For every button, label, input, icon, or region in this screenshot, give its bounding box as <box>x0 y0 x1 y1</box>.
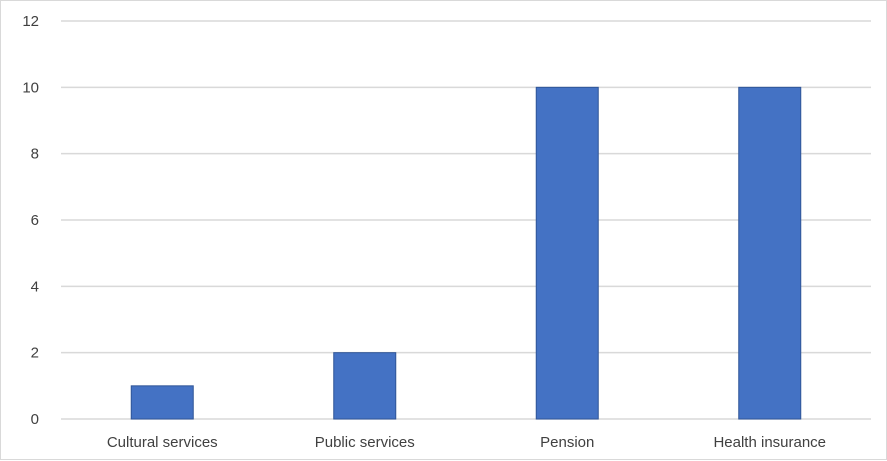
bar-pension <box>535 86 599 420</box>
y-axis-tick-labels: 0 2 4 6 8 10 12 <box>22 13 39 428</box>
x-tick-label: Pension <box>540 434 594 451</box>
y-tick-label: 0 <box>31 411 39 428</box>
x-tick-label: Public services <box>315 434 415 451</box>
x-tick-label: Cultural services <box>107 434 218 451</box>
y-tick-label: 10 <box>22 79 39 96</box>
y-tick-label: 2 <box>31 345 39 362</box>
gridlines <box>61 20 871 420</box>
y-tick-label: 4 <box>31 278 39 295</box>
x-tick-label: Health insurance <box>713 434 826 451</box>
y-tick-label: 6 <box>31 212 39 229</box>
x-axis-tick-labels: Cultural services Public services Pension H… <box>107 434 826 451</box>
bar-public-services <box>333 352 397 420</box>
bars <box>130 86 802 420</box>
y-tick-label: 12 <box>22 13 39 30</box>
bar-health-insurance <box>738 86 802 420</box>
y-tick-label: 8 <box>31 146 39 163</box>
bar-cultural-services <box>130 385 194 420</box>
